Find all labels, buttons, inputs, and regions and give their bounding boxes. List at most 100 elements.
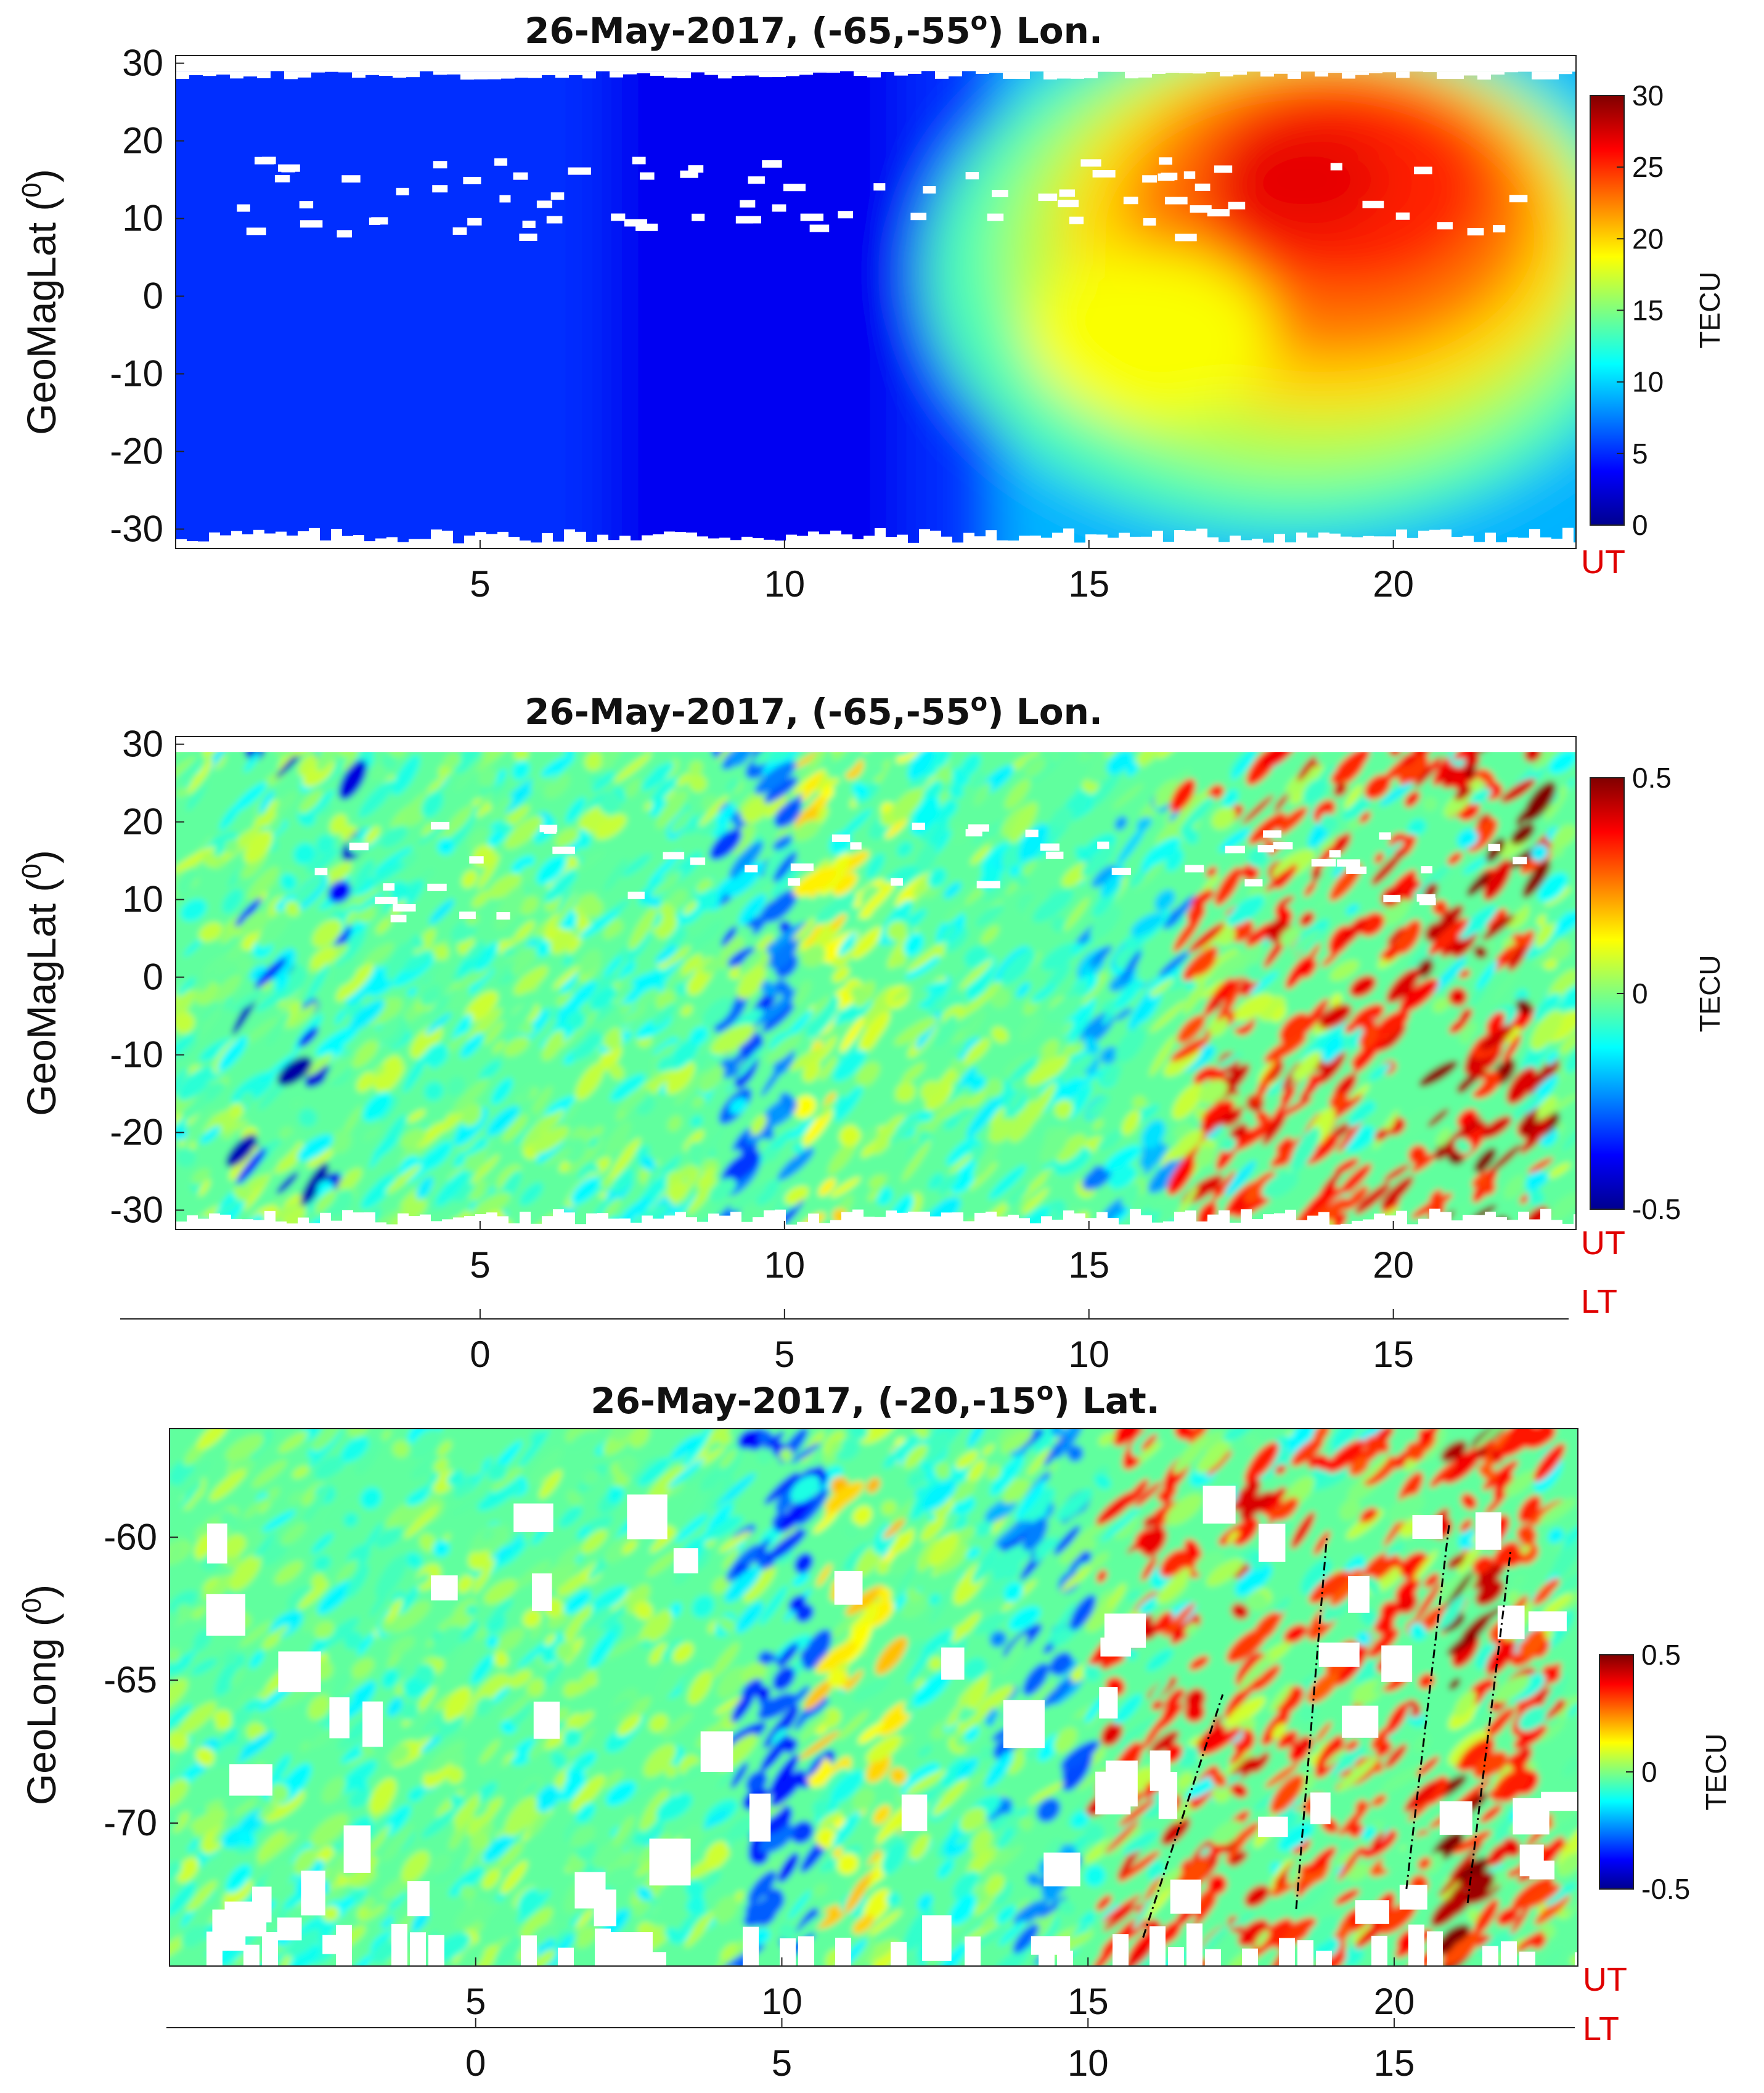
no-data-cell (753, 1217, 764, 1230)
no-data-cell (1069, 217, 1084, 224)
no-data-cell (564, 1212, 575, 1230)
no-data-cell (1058, 200, 1079, 207)
no-data-cell (552, 847, 575, 854)
no-data-cell (1452, 537, 1463, 549)
no-data-cell (1163, 542, 1174, 549)
panel-2-heatmap (145, 706, 1607, 1260)
no-data-cell (231, 1219, 242, 1230)
no-data-cell (1541, 1792, 1582, 1811)
no-data-cell (1263, 830, 1281, 838)
no-data-cell (1477, 71, 1491, 80)
no-data-cell (783, 184, 806, 191)
no-data-cell (1206, 71, 1220, 72)
no-data-cell (532, 1573, 552, 1611)
no-data-cell (640, 173, 655, 180)
no-data-cell (1263, 542, 1274, 549)
y-tick-label: -30 (110, 1189, 163, 1231)
no-data-cell (624, 219, 647, 227)
no-data-cell (841, 1212, 852, 1230)
no-data-cell (1119, 1225, 1130, 1230)
no-data-cell (375, 1222, 386, 1230)
x-tick-label: 5 (470, 563, 490, 605)
no-data-cell (1297, 1940, 1313, 1966)
no-data-cell (1407, 1224, 1418, 1230)
no-data-cell (1529, 1219, 1540, 1230)
no-data-cell (1408, 1925, 1424, 1966)
no-data-cell (247, 227, 266, 235)
panel-2-y-label: GeoMagLat (0) (17, 850, 64, 1116)
no-data-cell (1396, 213, 1410, 220)
no-data-cell (1026, 830, 1039, 837)
no-data-cell (1382, 71, 1396, 72)
no-data-cell (431, 1575, 458, 1601)
no-data-cell (1038, 194, 1057, 201)
no-data-cell (575, 532, 586, 549)
no-data-cell (1437, 222, 1453, 229)
panel-3-y-axis: -70-65-60 (104, 1516, 178, 1843)
no-data-cell (1165, 197, 1188, 205)
no-data-cell (1141, 1215, 1152, 1230)
y-tick-label: 30 (122, 724, 163, 765)
no-data-cell (431, 529, 442, 549)
no-data-cell (1464, 71, 1477, 75)
no-data-cell (912, 823, 925, 830)
no-data-cell (1170, 1880, 1201, 1914)
no-data-cell (1427, 1932, 1443, 1966)
no-data-cell (431, 1221, 442, 1230)
no-data-cell (278, 165, 300, 172)
no-data-cell (569, 71, 582, 75)
no-data-cell (1184, 171, 1195, 179)
panel-3-lt-label: LT (1583, 2010, 1619, 2047)
no-data-cell (810, 224, 830, 232)
no-data-cell (1315, 71, 1328, 76)
no-data-cell (1219, 542, 1230, 549)
panel-2-colorbar-ticks: -0.500.5 (1617, 762, 1681, 1225)
no-data-cell (508, 537, 520, 549)
no-data-cell (1258, 845, 1274, 852)
no-data-cell (1496, 542, 1507, 549)
no-data-cell (628, 892, 645, 899)
no-data-cell (1071, 71, 1084, 79)
no-data-cell (1396, 1211, 1407, 1230)
no-data-cell (619, 536, 631, 549)
no-data-cell (1159, 157, 1172, 165)
no-data-cell (176, 1222, 187, 1230)
no-data-cell (1485, 1212, 1496, 1230)
no-data-cell (1414, 167, 1432, 174)
no-data-cell (464, 1216, 475, 1230)
no-data-cell (206, 1594, 246, 1636)
no-data-cell (198, 541, 209, 549)
no-data-cell (1485, 532, 1496, 549)
no-data-cell (515, 71, 528, 78)
no-data-cell (745, 71, 759, 75)
no-data-cell (1163, 1222, 1174, 1230)
no-data-cell (819, 534, 830, 549)
lt-tick-label: 0 (465, 2042, 486, 2084)
no-data-cell (1108, 1218, 1119, 1230)
no-data-cell (1119, 533, 1130, 549)
no-data-cell (1019, 536, 1030, 549)
no-data-cell (252, 1887, 272, 1922)
no-data-cell (237, 205, 250, 212)
no-data-cell (364, 541, 375, 549)
no-data-cell (353, 535, 364, 549)
no-data-cell (409, 539, 420, 549)
y-tick-label: -20 (110, 1112, 163, 1153)
colorbar-tick-label: 15 (1632, 295, 1664, 327)
no-data-cell (1193, 71, 1206, 73)
no-data-cell (1385, 536, 1396, 549)
no-data-cell (513, 173, 528, 180)
no-data-cell (1450, 71, 1464, 79)
no-data-cell (664, 531, 675, 549)
no-data-cell (1348, 1576, 1370, 1613)
no-data-cell (1296, 1220, 1307, 1230)
no-data-cell (908, 1212, 919, 1230)
no-data-cell (275, 175, 290, 182)
colorbar-tick-label: 10 (1632, 366, 1664, 398)
no-data-cell (886, 537, 897, 549)
no-data-cell (1130, 537, 1141, 549)
no-data-cell (1341, 537, 1352, 549)
no-data-cell (187, 541, 198, 549)
lt-tick-label: 15 (1373, 1334, 1414, 1375)
